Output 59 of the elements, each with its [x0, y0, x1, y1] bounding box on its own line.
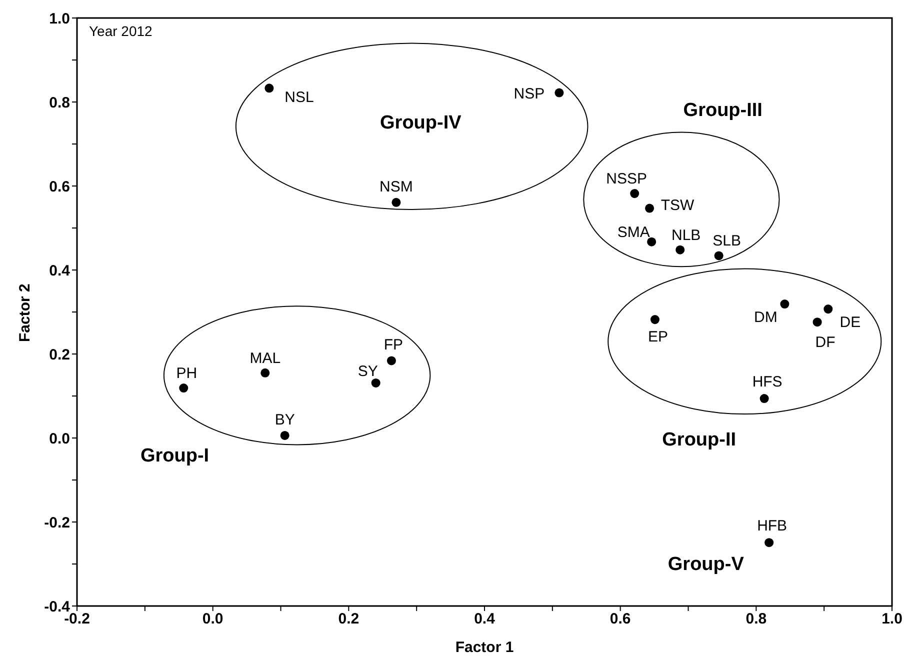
text: 1.0 [882, 610, 902, 628]
point [264, 84, 274, 93]
data-label: NSM [380, 178, 413, 196]
annotation: Group-IV [380, 112, 462, 134]
y-tick-label: -0.2 [44, 514, 70, 532]
x-tick-label: 0.2 [338, 610, 360, 628]
point [824, 304, 833, 314]
y-axis-title: Factor 2 [16, 284, 34, 342]
point [714, 251, 724, 260]
data-label: SLB [712, 232, 741, 250]
point [780, 300, 790, 309]
point [676, 245, 685, 254]
annotation: Year 2012 [89, 23, 153, 39]
text: 0.0 [49, 430, 70, 448]
data-label: SMA [617, 224, 650, 241]
point [812, 318, 822, 327]
data-label: NSP [514, 86, 545, 103]
point [647, 237, 656, 246]
point [645, 204, 654, 213]
point [764, 538, 774, 548]
point [371, 378, 380, 388]
data-label: DE [840, 314, 861, 332]
data-label: DM [754, 308, 778, 326]
data-label: NLB [672, 226, 701, 244]
x-tick-label: 0.8 [746, 610, 767, 628]
point [630, 189, 640, 198]
point [280, 430, 290, 440]
point [392, 198, 401, 207]
annotation: Group-II [662, 430, 736, 451]
text: 1.0 [49, 10, 70, 28]
data-label: SY [358, 362, 378, 380]
data-label: DF [815, 334, 836, 352]
data-label: HFS [752, 373, 782, 390]
text: 0.0 [202, 610, 224, 628]
data-label: HFB [757, 518, 788, 535]
data-label: NSSP [606, 170, 648, 188]
annotation: Group-V [668, 554, 744, 575]
x-tick-label: 0.6 [610, 610, 631, 628]
x-tick-label: 0.4 [474, 610, 496, 628]
point [386, 356, 396, 366]
data-label: FP [384, 336, 404, 354]
annotation: Group-I [140, 445, 210, 466]
x-axis-title: Factor 1 [455, 639, 514, 656]
point [760, 394, 769, 404]
annotation: Group-III [683, 100, 762, 121]
data-label: TSW [660, 197, 696, 214]
y-tick-label: 0.4 [49, 262, 71, 280]
point [179, 384, 188, 393]
point [650, 315, 660, 324]
point [260, 368, 270, 378]
y-tick-label: 0.2 [49, 346, 70, 364]
point [554, 88, 564, 98]
data-label: EP [648, 328, 668, 346]
y-tick-label: 0.8 [49, 94, 70, 112]
data-label: PH [176, 364, 198, 382]
data-label: BY [274, 411, 295, 428]
y-tick-label: 0.6 [49, 178, 70, 196]
data-label: MAL [250, 350, 281, 367]
data-label: NSL [284, 89, 314, 106]
